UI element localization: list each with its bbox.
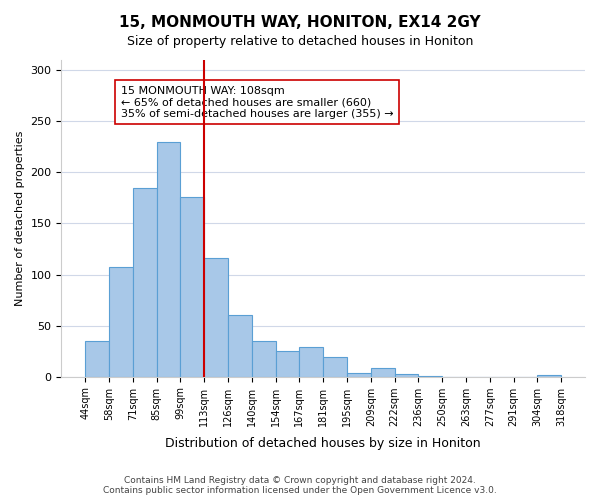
Bar — [538, 374, 561, 376]
Bar — [204, 258, 228, 376]
Bar — [181, 197, 204, 376]
Bar — [109, 268, 133, 376]
Bar — [275, 351, 299, 376]
Bar — [371, 368, 395, 376]
Bar — [347, 372, 371, 376]
Bar — [228, 316, 252, 376]
Bar — [252, 341, 275, 376]
Text: 15, MONMOUTH WAY, HONITON, EX14 2GY: 15, MONMOUTH WAY, HONITON, EX14 2GY — [119, 15, 481, 30]
Y-axis label: Number of detached properties: Number of detached properties — [15, 130, 25, 306]
Bar — [133, 188, 157, 376]
Text: 15 MONMOUTH WAY: 108sqm
← 65% of detached houses are smaller (660)
35% of semi-d: 15 MONMOUTH WAY: 108sqm ← 65% of detache… — [121, 86, 394, 118]
Bar — [85, 341, 109, 376]
X-axis label: Distribution of detached houses by size in Honiton: Distribution of detached houses by size … — [166, 437, 481, 450]
Text: Contains HM Land Registry data © Crown copyright and database right 2024.
Contai: Contains HM Land Registry data © Crown c… — [103, 476, 497, 495]
Bar — [299, 347, 323, 376]
Text: Size of property relative to detached houses in Honiton: Size of property relative to detached ho… — [127, 35, 473, 48]
Bar — [395, 374, 418, 376]
Bar — [157, 142, 181, 376]
Bar — [323, 358, 347, 376]
